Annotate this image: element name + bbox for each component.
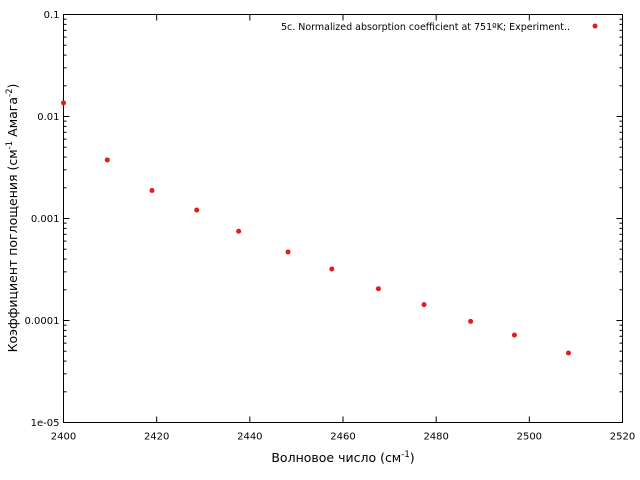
data-point bbox=[149, 188, 155, 194]
x-tick-label: 2440 bbox=[237, 432, 262, 443]
legend-label: 5c. Normalized absorption coefficient at… bbox=[281, 22, 570, 33]
y-tick-label: 0.001 bbox=[31, 214, 60, 225]
data-point bbox=[61, 100, 66, 106]
legend-marker bbox=[592, 23, 598, 29]
x-tick-label: 2500 bbox=[517, 432, 542, 443]
x-tick-label: 2460 bbox=[330, 432, 355, 443]
data-point bbox=[329, 266, 335, 272]
y-tick-label: 0.0001 bbox=[25, 316, 60, 327]
y-tick-label: 1e-05 bbox=[31, 418, 60, 429]
data-points bbox=[61, 100, 571, 356]
x-tick-label: 2420 bbox=[144, 432, 169, 443]
data-point bbox=[565, 350, 571, 356]
y-tick-label: 0.1 bbox=[44, 10, 60, 21]
data-point bbox=[194, 207, 200, 213]
legend: 5c. Normalized absorption coefficient at… bbox=[281, 22, 598, 33]
data-point bbox=[421, 302, 427, 308]
y-axis-ticks: 1e-05 0.0001 0.001 0.01 0.1 bbox=[25, 10, 623, 429]
y-tick-label: 0.01 bbox=[37, 112, 59, 123]
data-point bbox=[104, 157, 110, 163]
data-point bbox=[468, 318, 474, 324]
data-point bbox=[375, 286, 381, 292]
data-point bbox=[511, 332, 517, 338]
y-axis-title: Коэффициент поглощения (см-1 Амага-2) bbox=[5, 84, 20, 353]
data-point bbox=[236, 228, 242, 234]
x-tick-label: 2480 bbox=[423, 432, 448, 443]
x-tick-label: 2520 bbox=[610, 432, 635, 443]
plot-frame bbox=[63, 14, 623, 423]
x-axis-title: Волновое число (см-1) bbox=[271, 450, 414, 465]
data-point bbox=[285, 249, 291, 255]
x-tick-label: 2400 bbox=[51, 432, 76, 443]
x-axis-ticks: 2400 2420 2440 2460 2480 2500 2520 bbox=[51, 14, 635, 443]
